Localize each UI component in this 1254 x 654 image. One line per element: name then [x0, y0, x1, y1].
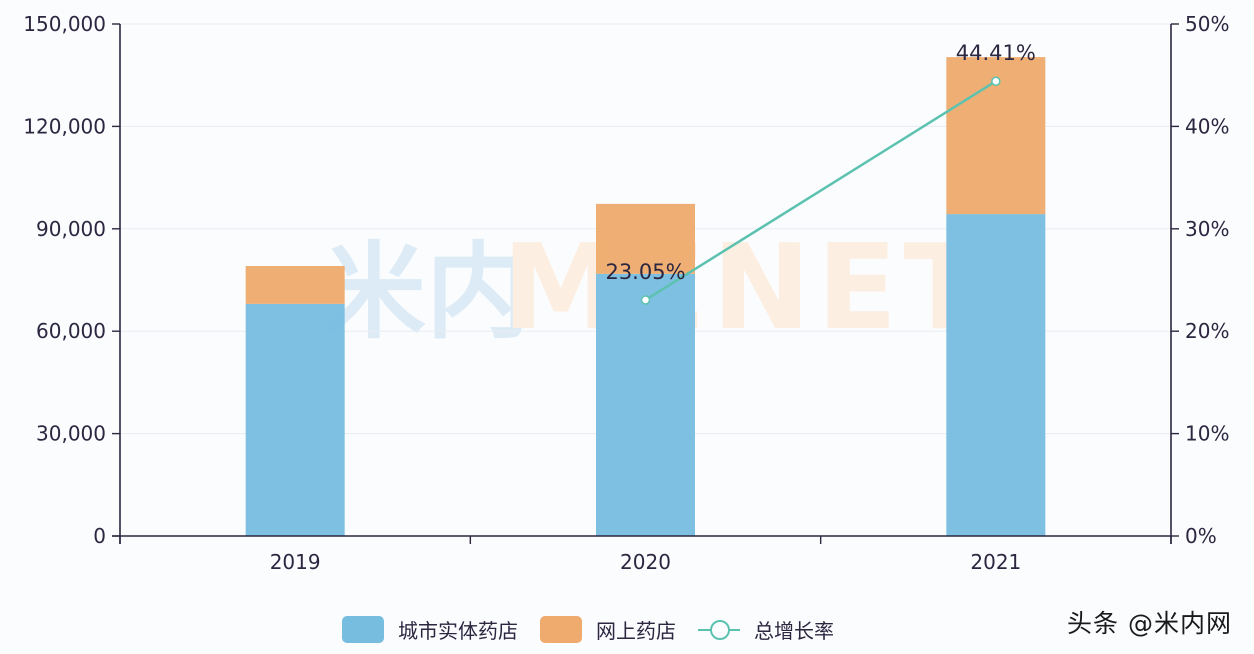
legend-swatch-orange — [540, 615, 582, 643]
axes: 0 30,000 60,000 90,000 120,000 150,000 0% 10% 20… — [23, 12, 1229, 574]
y-axis-tick-label: 60,000 — [36, 319, 106, 343]
y2-axis-tick-label: 30% — [1185, 217, 1229, 241]
x-axis-tick-label: 2019 — [270, 550, 321, 574]
x-axis-tick-label: 2021 — [970, 550, 1021, 574]
x-axis-tick-label: 2020 — [620, 550, 671, 574]
legend-swatch-blue — [342, 615, 384, 643]
legend: 城市实体药店 网上药店 总增长率 — [342, 612, 856, 646]
y-axis-tick-label: 120,000 — [23, 114, 106, 138]
legend-line-marker-icon — [698, 616, 740, 643]
bar-series — [245, 57, 1046, 536]
line-point-marker[interactable] — [991, 76, 1001, 86]
legend-label: 网上药店 — [596, 618, 676, 643]
bar-segment[interactable] — [245, 266, 345, 304]
legend-label: 总增长率 — [754, 618, 834, 643]
source-credit: 头条 @米内网 — [1067, 609, 1232, 638]
line-point-marker[interactable] — [640, 295, 651, 305]
growth-rate-label: 44.41% — [956, 41, 1036, 65]
y2-axis-tick-label: 0% — [1185, 524, 1217, 548]
bar-segment[interactable] — [946, 214, 1046, 536]
y2-axis-tick-label: 10% — [1185, 422, 1229, 446]
bar-segment[interactable] — [596, 203, 695, 274]
watermark-en-text: MENET — [502, 218, 990, 356]
watermark-cn-text: 米内 — [322, 231, 530, 353]
bar-segment[interactable] — [245, 303, 345, 536]
legend-item-online-stores[interactable]: 网上药店 — [540, 615, 676, 644]
y-axis-tick-label: 150,000 — [23, 12, 106, 36]
growth-rate-label: 23.05% — [605, 260, 685, 284]
y2-axis-tick-label: 20% — [1185, 319, 1229, 343]
legend-item-growth-rate[interactable]: 总增长率 — [698, 615, 834, 644]
legend-item-physical-stores[interactable]: 城市实体药店 — [342, 615, 518, 644]
y2-axis-tick-label: 40% — [1185, 114, 1229, 138]
bar-segment[interactable] — [596, 273, 695, 536]
y-axis-tick-label: 30,000 — [36, 422, 106, 446]
y-axis-tick-label: 0 — [93, 524, 106, 548]
legend-label: 城市实体药店 — [398, 618, 518, 643]
y-axis-tick-label: 90,000 — [36, 217, 106, 241]
growth-rate-line: 23.05% 44.41% — [605, 41, 1036, 305]
y2-axis-tick-label: 50% — [1185, 12, 1229, 36]
